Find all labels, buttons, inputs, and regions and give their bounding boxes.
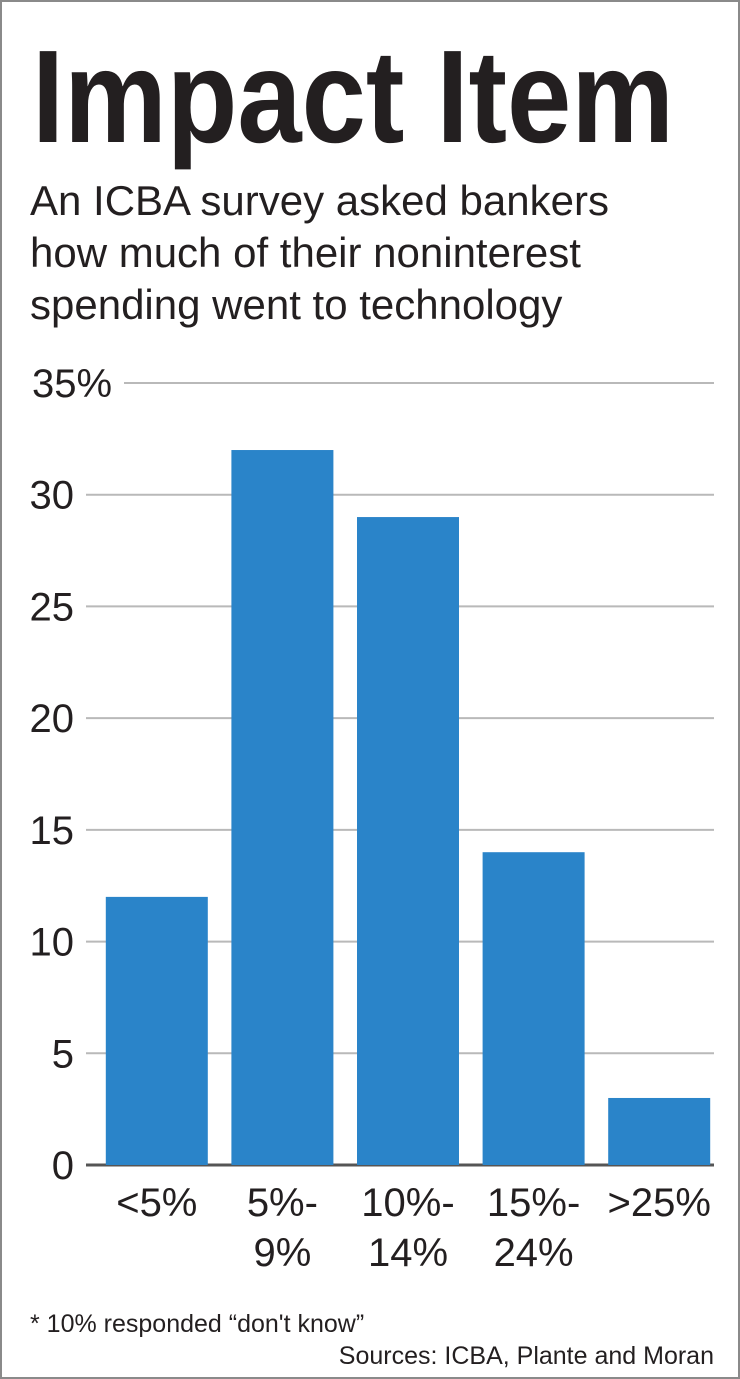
source: Sources: ICBA, Plante and Moran (339, 1342, 714, 1370)
bar (482, 852, 585, 1165)
chart-title: Impact Item (32, 23, 674, 170)
bar (357, 517, 459, 1165)
bar (231, 450, 334, 1165)
y-tick-label: 10 (30, 921, 75, 965)
x-tick-label: 10%- 14% (361, 1181, 455, 1275)
note: * 10% responded “don't know” (30, 1310, 364, 1338)
x-tick-label: 15%- 24% (486, 1181, 581, 1275)
y-tick-label: 35% (32, 362, 112, 406)
subtitle: An ICBA survey asked bankers (30, 177, 609, 224)
subtitle: spending went to technology (30, 281, 562, 328)
y-tick-label: 5 (52, 1032, 74, 1076)
x-tick-label: >25% (607, 1181, 711, 1225)
y-tick-label: 15 (30, 809, 75, 853)
bar (105, 896, 208, 1165)
x-tick-label: 5%- 9% (246, 1181, 318, 1275)
y-tick-label: 25 (30, 585, 75, 629)
bar (608, 1097, 711, 1165)
x-tick-label: <5% (116, 1181, 198, 1225)
subtitle: how much of their noninterest (30, 229, 581, 276)
y-tick-label: 30 (30, 474, 75, 518)
y-tick-label: 20 (30, 697, 75, 741)
y-tick-label: 0 (52, 1144, 74, 1188)
